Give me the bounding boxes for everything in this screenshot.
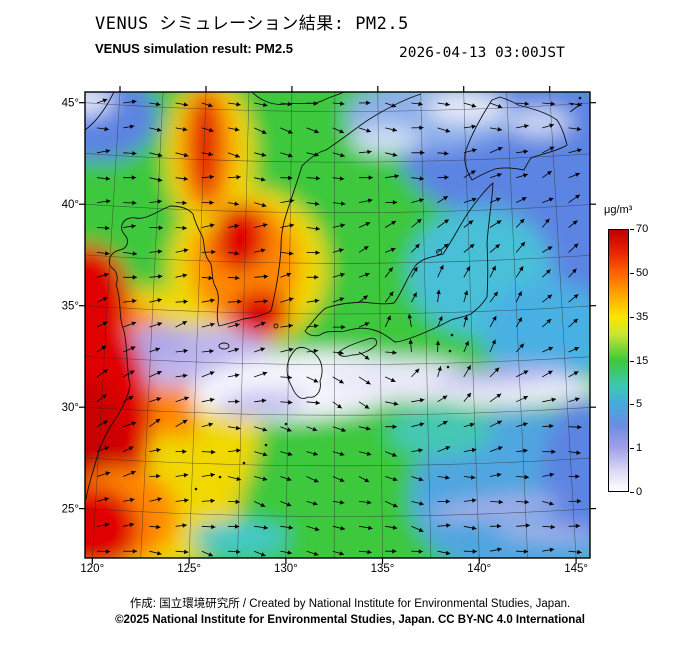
colorbar-tick: 1	[629, 442, 643, 455]
page-title-english: VENUS simulation result: PM2.5	[95, 41, 293, 56]
lat-tick-label: 30°	[62, 402, 79, 414]
lon-tick-label: 120°	[80, 563, 104, 575]
lat-tick-label: 40°	[62, 199, 79, 211]
pm25-concentration-field	[85, 92, 590, 558]
credit-line: 作成: 国立環境研究所 / Created by National Instit…	[129, 598, 571, 610]
axis-ticks	[79, 86, 596, 564]
timestamp: 2026-04-13 03:00JST	[399, 45, 565, 61]
longitude-axis: 120° 125° 130° 135° 140° 145°	[80, 563, 588, 575]
colorbar-gradient	[608, 229, 629, 492]
lon-tick-label: 130°	[274, 563, 298, 575]
colorbar-tick: 0	[629, 486, 643, 498]
map-clipped-layers	[85, 92, 590, 558]
lon-tick-label: 145°	[564, 563, 588, 575]
colorbar-tick: 35	[629, 310, 649, 323]
latitude-axis: 45° 40° 35° 30° 25°	[62, 98, 79, 516]
colorbar-tick: 15	[629, 354, 649, 367]
plot-frame	[84, 91, 591, 559]
lon-tick-label: 135°	[371, 563, 395, 575]
lat-tick-label: 45°	[62, 98, 79, 110]
colorbar-tick: 70	[629, 223, 649, 235]
lat-tick-label: 25°	[62, 504, 79, 516]
license-line: ©2025 National Institute for Environment…	[115, 614, 585, 626]
lon-tick-label: 140°	[467, 563, 491, 575]
page-title-japanese: VENUS シミュレーション結果: PM2.5	[95, 14, 409, 34]
lat-tick-label: 35°	[62, 301, 79, 313]
coastline-layer	[85, 92, 583, 500]
colorbar-tick: 50	[629, 266, 649, 279]
colorbar-tick: 5	[629, 398, 643, 411]
lon-tick-label: 125°	[177, 563, 201, 575]
wind-arrow-layer	[96, 98, 582, 557]
colorbar-unit-label: μg/m³	[604, 204, 633, 216]
colorbar: 70 50 35 15 5 1 0	[608, 223, 648, 498]
graticule-layer	[85, 92, 590, 558]
